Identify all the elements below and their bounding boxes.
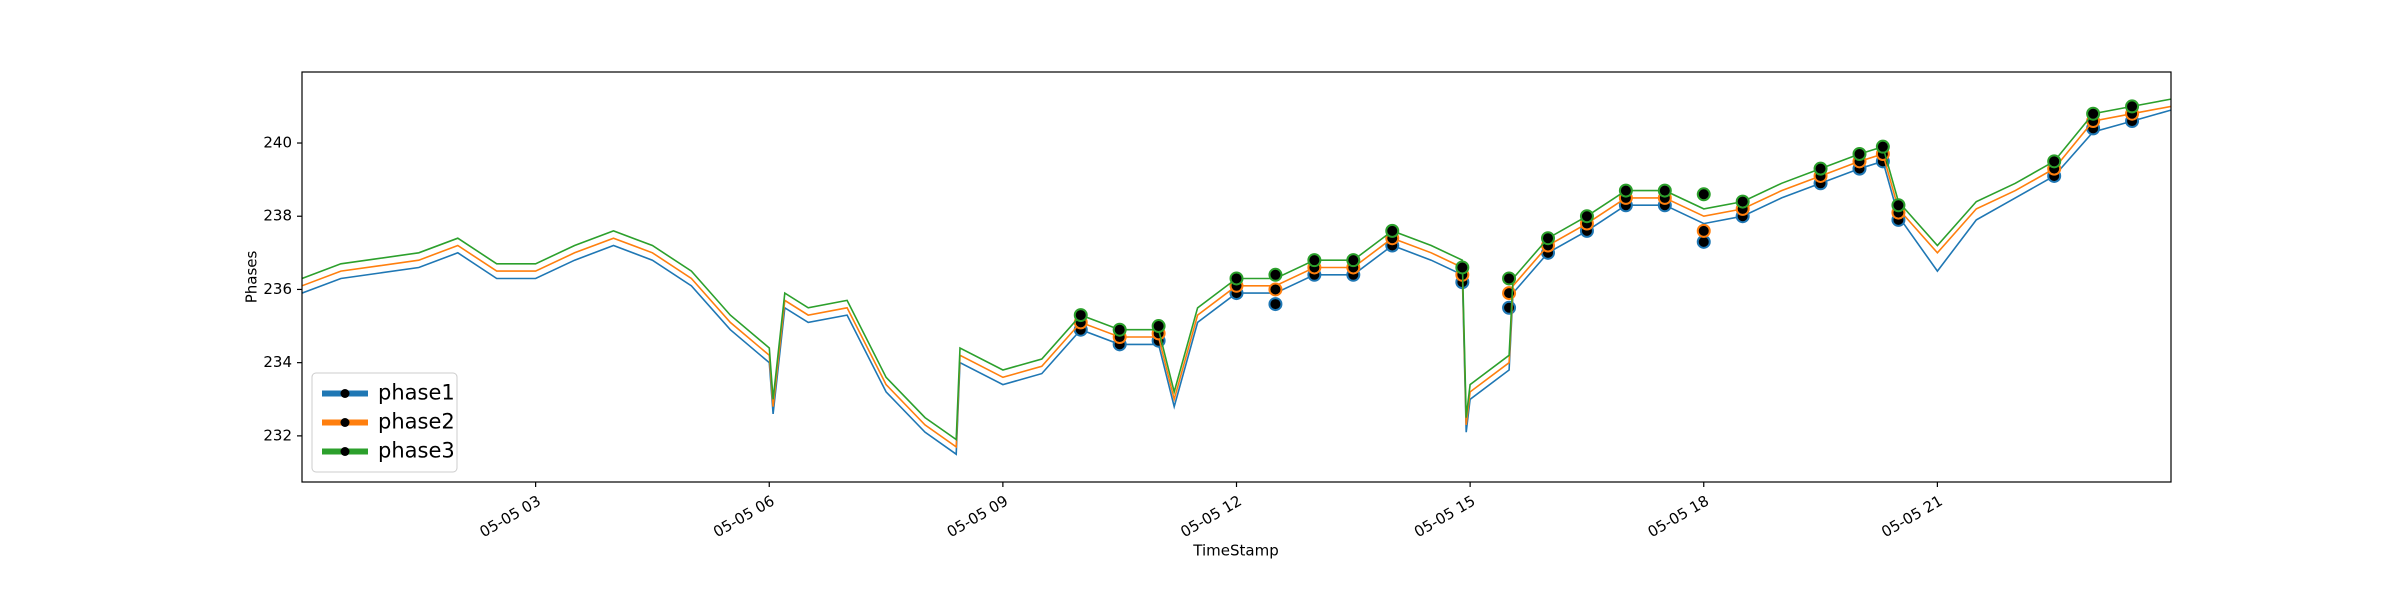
x-tick-label: 05-05 18: [1645, 492, 1712, 541]
marker: [2086, 106, 2101, 121]
x-tick-label: 05-05 06: [710, 492, 777, 541]
marker: [1307, 253, 1322, 268]
legend-marker: [340, 447, 350, 456]
marker: [2125, 99, 2140, 114]
x-axis-label: TimeStamp: [1192, 542, 1278, 560]
marker: [1813, 161, 1828, 176]
marker: [2047, 154, 2062, 169]
marker: [1618, 183, 1633, 198]
marker: [1852, 147, 1867, 161]
x-tick-label: 05-05 21: [1878, 492, 1945, 541]
x-tick-label: 05-05 09: [944, 492, 1011, 541]
marker: [1346, 253, 1361, 268]
marker: [1112, 322, 1127, 337]
plot-frame: [301, 71, 2172, 483]
legend-marker: [340, 418, 350, 427]
y-tick-label: 232: [263, 426, 292, 444]
marker: [1875, 139, 1890, 154]
marker: [1502, 300, 1517, 315]
marker: [1735, 194, 1750, 209]
y-axis-label: Phases: [243, 251, 261, 304]
marker: [1541, 231, 1555, 246]
marker: [1657, 183, 1672, 198]
y-tick-label: 236: [263, 280, 292, 298]
marker: [1268, 297, 1283, 312]
marker: [1696, 223, 1711, 238]
marker: [1696, 187, 1711, 202]
marker: [1073, 308, 1088, 323]
marker: [1151, 319, 1166, 334]
marker: [1229, 271, 1244, 286]
legend-box: [311, 372, 458, 473]
marker: [1455, 260, 1470, 275]
legend-label: phase3: [378, 439, 455, 463]
marker: [1268, 282, 1283, 297]
marker: [1502, 271, 1517, 286]
marker: [1891, 198, 1906, 213]
marker: [1268, 267, 1283, 282]
y-tick-label: 234: [263, 353, 292, 371]
x-tick-label: 05-05 12: [1177, 492, 1244, 541]
y-tick-label: 238: [263, 207, 292, 225]
legend-marker: [340, 389, 350, 398]
legend-label: phase2: [378, 410, 455, 434]
x-tick-label: 05-05 03: [476, 492, 543, 541]
x-tick-label: 05-05 15: [1411, 492, 1478, 541]
marker: [1385, 223, 1400, 238]
marker: [1579, 209, 1594, 224]
legend-label: phase1: [378, 381, 455, 405]
y-tick-label: 240: [263, 134, 292, 152]
series-line: [302, 98, 2171, 441]
